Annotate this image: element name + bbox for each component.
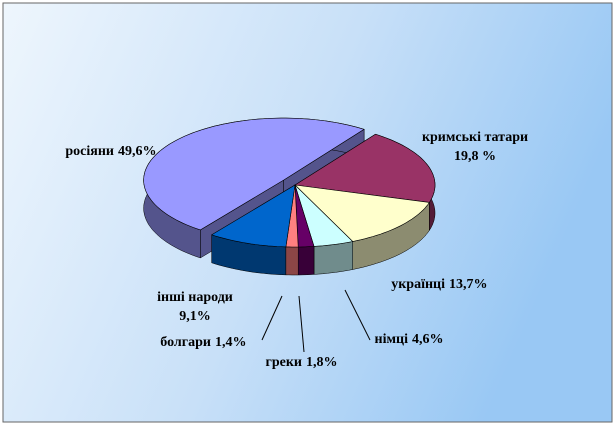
value-label: 49,6% (118, 144, 157, 159)
slice-side (285, 246, 299, 276)
value-label: 9,1% (179, 309, 211, 324)
category-label: росіяни (65, 144, 114, 159)
slice (143, 117, 365, 231)
value-label: 1,8% (306, 355, 338, 370)
slice-side (313, 241, 353, 275)
value-label: 13,7% (449, 277, 488, 292)
leader-line (298, 295, 305, 353)
value-label: 4,6% (412, 332, 444, 347)
value-label: 1,4% (215, 335, 247, 350)
category-label: греки (266, 355, 303, 370)
category-label: українці (391, 277, 445, 292)
leader-line (261, 295, 283, 341)
slice (210, 184, 296, 248)
slice-side (297, 246, 315, 276)
category-label: інші народи (157, 290, 233, 305)
category-label: німці (375, 332, 409, 347)
slice (294, 184, 430, 242)
slice (294, 133, 436, 203)
leader-line (344, 289, 371, 341)
value-label: 19,8 % (454, 149, 496, 164)
category-label: болгари (160, 335, 211, 350)
category-label: кримські татари (422, 130, 528, 145)
